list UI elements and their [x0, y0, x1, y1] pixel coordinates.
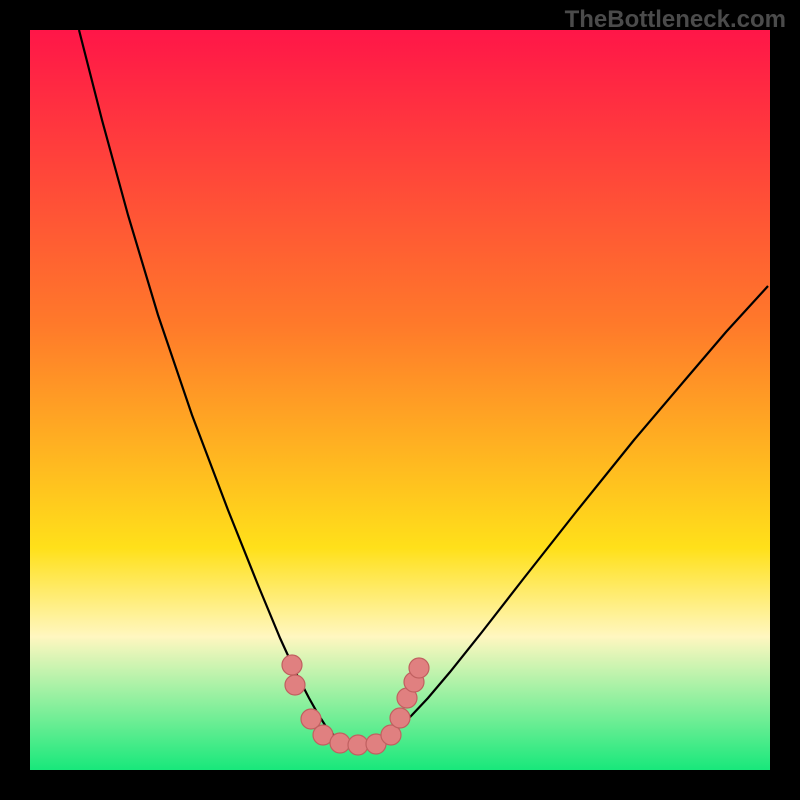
curve-marker [390, 708, 410, 728]
curve-bottom-segment [330, 732, 394, 745]
curve-marker [397, 688, 417, 708]
curve-marker [301, 709, 321, 729]
curve-marker [348, 735, 368, 755]
marker-group [282, 655, 429, 755]
curve-marker [282, 655, 302, 675]
curve-marker [381, 725, 401, 745]
curve-right-branch [394, 286, 768, 732]
curve-marker [330, 733, 350, 753]
watermark-text: TheBottleneck.com [565, 6, 786, 34]
curve-marker [366, 734, 386, 754]
chart-svg-overlay [30, 30, 770, 770]
curve-marker [404, 672, 424, 692]
chart-plot-area [30, 30, 770, 770]
curve-marker [409, 658, 429, 678]
curve-marker [285, 675, 305, 695]
curve-left-branch [79, 30, 330, 732]
curve-marker [313, 725, 333, 745]
